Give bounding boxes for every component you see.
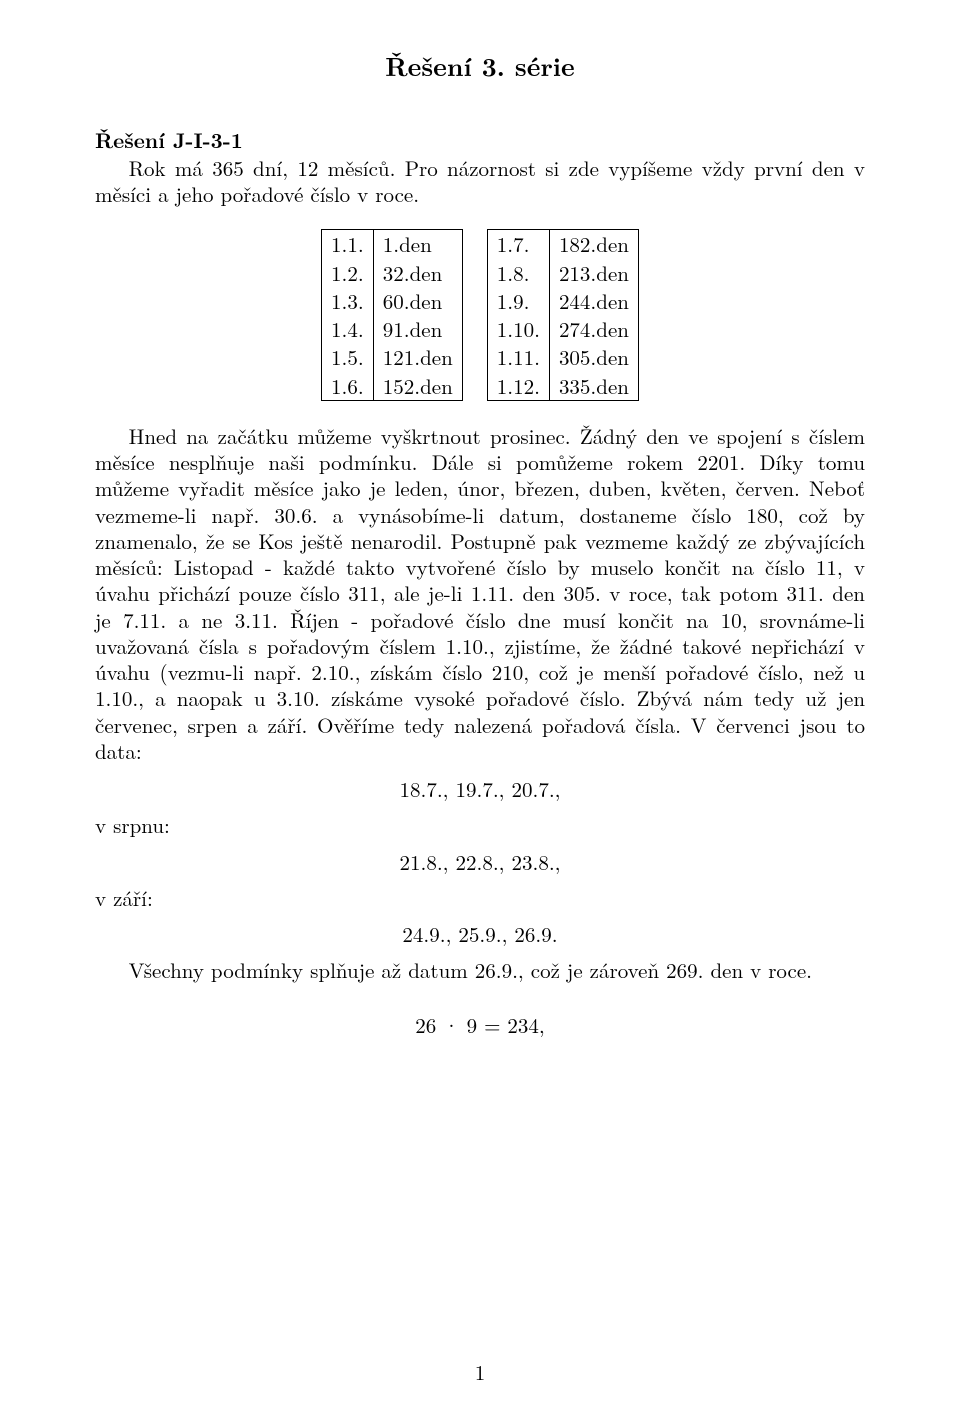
table-row: 1.2.32.den — [322, 259, 463, 287]
august-label: v srpnu: — [95, 812, 865, 838]
table-cell: 1.den — [373, 230, 462, 259]
table-cell: 244.den — [549, 287, 638, 315]
table-row: 1.4.91.den — [322, 315, 463, 343]
table-cell: 182.den — [549, 230, 638, 259]
table-cell: 1.12. — [487, 372, 549, 401]
main-paragraph: Hned na začátku můžeme vyškrtnout prosin… — [95, 423, 865, 764]
month-tables: 1.1.1.den 1.2.32.den 1.3.60.den 1.4.91.d… — [95, 229, 865, 401]
dates-september: 24.9., 25.9., 26.9. — [95, 921, 865, 947]
table-row: 1.3.60.den — [322, 287, 463, 315]
table-cell: 1.2. — [322, 259, 374, 287]
table-cell: 335.den — [549, 372, 638, 401]
table-row: 1.12.335.den — [487, 372, 638, 401]
table-cell: 1.9. — [487, 287, 549, 315]
table-cell: 213.den — [549, 259, 638, 287]
table-row: 1.8.213.den — [487, 259, 638, 287]
table-cell: 1.8. — [487, 259, 549, 287]
dates-august: 21.8., 22.8., 23.8., — [95, 849, 865, 875]
table-row: 1.11.305.den — [487, 343, 638, 371]
table-cell: 274.den — [549, 315, 638, 343]
dates-block: 18.7., 19.7., 20.7., v srpnu: 21.8., 22.… — [95, 776, 865, 947]
table-cell: 121.den — [373, 343, 462, 371]
table-cell: 60.den — [373, 287, 462, 315]
table-row: 1.6.152.den — [322, 372, 463, 401]
table-cell: 1.6. — [322, 372, 374, 401]
table-cell: 1.1. — [322, 230, 374, 259]
page-title: Řešení 3. série — [95, 50, 865, 83]
table-row: 1.5.121.den — [322, 343, 463, 371]
section-heading: Řešení J-I-3-1 — [95, 127, 865, 153]
table-cell: 1.3. — [322, 287, 374, 315]
table-cell: 152.den — [373, 372, 462, 401]
equation: 26 · 9 = 234, — [95, 1012, 865, 1038]
table-row: 1.7.182.den — [487, 230, 638, 259]
intro-paragraph: Rok má 365 dní, 12 měsíců. Pro názornost… — [95, 155, 865, 208]
month-table-right: 1.7.182.den 1.8.213.den 1.9.244.den 1.10… — [487, 229, 639, 401]
table-cell: 1.4. — [322, 315, 374, 343]
table-cell: 1.5. — [322, 343, 374, 371]
dates-july: 18.7., 19.7., 20.7., — [95, 776, 865, 802]
table-row: 1.10.274.den — [487, 315, 638, 343]
final-paragraph: Všechny podmínky splňuje až datum 26.9.,… — [95, 957, 865, 983]
table-cell: 305.den — [549, 343, 638, 371]
intro-text: Rok má 365 dní, 12 měsíců. Pro názornost… — [95, 155, 865, 208]
table-cell: 1.7. — [487, 230, 549, 259]
table-cell: 32.den — [373, 259, 462, 287]
table-cell: 1.11. — [487, 343, 549, 371]
page: Řešení 3. série Řešení J-I-3-1 Rok má 36… — [0, 0, 960, 1419]
table-row: 1.1.1.den — [322, 230, 463, 259]
table-cell: 1.10. — [487, 315, 549, 343]
table-row: 1.9.244.den — [487, 287, 638, 315]
september-label: v září: — [95, 885, 865, 911]
table-cell: 91.den — [373, 315, 462, 343]
month-table-left: 1.1.1.den 1.2.32.den 1.3.60.den 1.4.91.d… — [321, 229, 463, 401]
page-number: 1 — [0, 1359, 960, 1385]
